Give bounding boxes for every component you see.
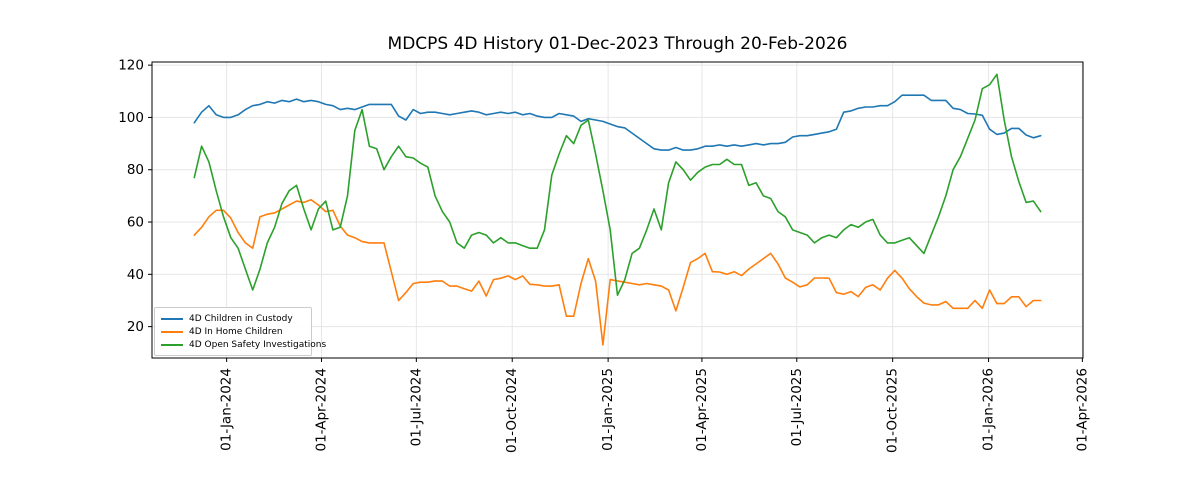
x-tick-label: 01-Jan-2026: [981, 368, 997, 451]
chart-title: MDCPS 4D History 01-Dec-2023 Through 20-…: [387, 34, 848, 54]
legend-line-swatch-orange: [161, 330, 183, 333]
legend-label: 4D Children in Custody: [189, 313, 293, 324]
legend-item-investigations: 4D Open Safety Investigations: [161, 338, 326, 351]
series-line-investigations: [193, 73, 1042, 297]
legend-label: 4D Open Safety Investigations: [189, 339, 327, 350]
legend-item-inhome: 4D In Home Children: [161, 325, 305, 338]
x-tick-label: 01-Jan-2024: [219, 368, 235, 451]
series-line-custody: [193, 94, 1042, 151]
x-tick-label: 01-Jan-2025: [600, 368, 616, 451]
series-line-inhome: [193, 199, 1042, 346]
legend-line-swatch-blue: [161, 317, 183, 320]
x-tick-label: 01-Oct-2025: [885, 368, 901, 453]
y-tick-label: 20: [127, 319, 144, 335]
y-tick-label: 60: [127, 215, 144, 231]
legend-label: 4D In Home Children: [189, 326, 283, 337]
y-tick-label: 120: [118, 58, 144, 74]
x-tick-label: 01-Apr-2024: [313, 368, 329, 451]
legend-item-custody: 4D Children in Custody: [161, 312, 305, 325]
legend: 4D Children in Custody 4D In Home Childr…: [154, 307, 326, 356]
x-tick-label: 01-Apr-2026: [1074, 368, 1090, 451]
x-tick-label: 01-Jul-2024: [408, 368, 424, 446]
plot-frame: [151, 61, 1084, 359]
x-tick-label: 01-Apr-2025: [694, 368, 710, 451]
x-tick-label: 01-Jul-2025: [789, 368, 805, 446]
x-tick-label: 01-Oct-2024: [504, 368, 520, 453]
y-tick-label: 40: [127, 267, 144, 283]
y-tick-label: 100: [118, 110, 144, 126]
legend-line-swatch-green: [161, 343, 183, 346]
y-tick-label: 80: [127, 162, 144, 178]
